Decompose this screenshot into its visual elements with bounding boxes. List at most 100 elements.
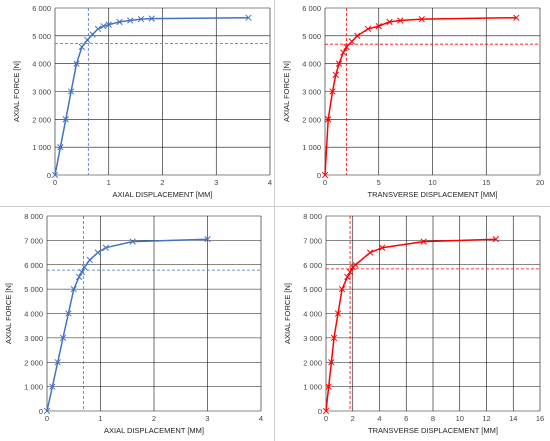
data-point-marker — [67, 88, 75, 95]
data-point-marker — [420, 238, 427, 245]
data-point-marker — [375, 22, 382, 30]
y-tick-label: 2 000 — [302, 115, 321, 124]
data-point-marker — [379, 244, 386, 251]
chart-4: 0 2 4 6 8 10 12 14 16 0 1 000 2 000 3 000 4 000 5 000 6… — [283, 212, 544, 435]
y-tick-label: 4 000 — [303, 310, 322, 319]
y-tick-label: 2 000 — [32, 115, 51, 124]
data-point-marker — [94, 249, 101, 256]
y-tick-label: 0 — [317, 171, 321, 180]
x-tick-label: 0 — [45, 414, 49, 423]
data-point-marker — [62, 116, 69, 123]
data-point-marker — [346, 268, 354, 276]
x-tick-label: 2 — [351, 414, 355, 423]
series-line — [325, 238, 496, 412]
data-point-marker — [344, 273, 351, 281]
data-point-marker — [65, 310, 72, 317]
data-point-marker — [51, 171, 59, 179]
data-point-marker — [86, 256, 93, 264]
chart-3: 0 1 2 3 4 0 1 000 2 000 3 000 4 000 5 000 6 000 7 00… — [4, 212, 263, 435]
chart-1: 0 1 2 3 4 0 1 000 2 000 3 000 4 000 5 000 6 000 AXIA… — [12, 4, 272, 199]
y-tick-label: 4 000 — [302, 60, 321, 69]
data-point-marker — [338, 285, 346, 293]
y-axis-label: AXIAL FORCE [N] — [12, 61, 21, 122]
data-point-marker — [418, 15, 425, 23]
y-tick-label: 0 — [39, 407, 43, 416]
y-tick-label: 7 000 — [24, 236, 43, 245]
x-tick-label: 12 — [482, 414, 490, 423]
data-point-marker — [348, 38, 356, 45]
series-line — [54, 16, 249, 176]
chart-2: 0 5 10 15 20 0 1 000 2 000 3 000 4 000 5 000 6 000 T… — [282, 4, 544, 199]
data-point-marker — [352, 261, 359, 268]
data-point-marker — [335, 60, 343, 67]
data-point-marker — [330, 334, 338, 342]
data-point-marker — [245, 14, 252, 21]
data-point-marker — [127, 17, 134, 24]
data-point-marker — [343, 43, 350, 51]
y-tick-label: 5 000 — [32, 32, 51, 41]
data-point-marker — [513, 14, 520, 21]
y-tick-label: 1 000 — [303, 383, 322, 392]
y-tick-label: 3 000 — [32, 88, 51, 97]
x-tick-label: 5 — [377, 178, 381, 187]
x-tick-label: 20 — [536, 178, 544, 187]
x-tick-label: 3 — [205, 414, 209, 423]
y-tick-label: 1 000 — [24, 383, 43, 392]
data-point-marker — [129, 238, 136, 245]
y-tick-label: 6 000 — [32, 4, 51, 13]
y-tick-label: 7 000 — [303, 236, 322, 245]
x-tick-label: 4 — [259, 414, 263, 423]
data-point-marker — [366, 249, 374, 256]
y-tick-label: 8 000 — [24, 212, 43, 221]
x-tick-label: 3 — [214, 178, 218, 187]
x-tick-label: 14 — [509, 414, 517, 423]
y-tick-label: 3 000 — [302, 88, 321, 97]
y-tick-label: 3 000 — [24, 334, 43, 343]
data-point-marker — [105, 21, 112, 28]
x-tick-label: 0 — [53, 178, 57, 187]
x-tick-label: 6 — [404, 414, 408, 423]
panel-divider-horizontal — [0, 206, 550, 207]
data-point-marker — [49, 383, 56, 390]
x-tick-label: 0 — [323, 178, 327, 187]
y-tick-label: 5 000 — [302, 32, 321, 41]
data-point-marker — [325, 383, 332, 390]
data-point-marker — [116, 18, 123, 26]
data-point-marker — [43, 407, 51, 415]
y-axis-label: AXIAL FORCE [N] — [283, 283, 292, 344]
data-point-marker — [148, 15, 155, 22]
data-point-marker — [94, 25, 102, 33]
x-tick-label: 10 — [428, 178, 436, 187]
data-point-marker — [321, 171, 329, 179]
x-tick-label: 16 — [536, 414, 544, 423]
x-axis-label: AXIAL DISPLACEMENT [MM] — [104, 426, 204, 435]
data-point-marker — [328, 359, 335, 366]
x-tick-label: 1 — [98, 414, 102, 423]
y-tick-label: 4 000 — [24, 310, 43, 319]
data-point-marker — [81, 264, 88, 271]
data-point-marker — [137, 15, 145, 23]
y-tick-label: 2 000 — [24, 358, 43, 367]
x-tick-label: 2 — [160, 178, 164, 187]
data-point-marker — [57, 144, 64, 151]
x-axis-label: AXIAL DISPLACEMENT [MM] — [112, 190, 212, 199]
data-point-marker — [75, 273, 83, 281]
data-point-marker — [334, 310, 342, 317]
x-tick-label: 2 — [152, 414, 156, 423]
data-point-marker — [54, 359, 61, 366]
data-point-marker — [322, 407, 330, 415]
data-point-marker — [70, 285, 77, 293]
y-tick-label: 1 000 — [32, 143, 51, 152]
x-tick-label: 4 — [377, 414, 381, 423]
y-tick-label: 6 000 — [24, 261, 43, 270]
data-point-marker — [100, 22, 107, 30]
data-point-marker — [73, 60, 80, 67]
data-point-marker — [386, 18, 393, 26]
x-axis-label: TRANSVERSE DISPLACEMENT [MM] — [368, 190, 498, 199]
data-point-marker — [364, 25, 372, 33]
y-axis-label: AXIAL FORCE [N] — [282, 61, 291, 122]
x-tick-label: 1 — [107, 178, 111, 187]
y-tick-label: 8 000 — [303, 212, 322, 221]
data-point-marker — [397, 17, 404, 24]
